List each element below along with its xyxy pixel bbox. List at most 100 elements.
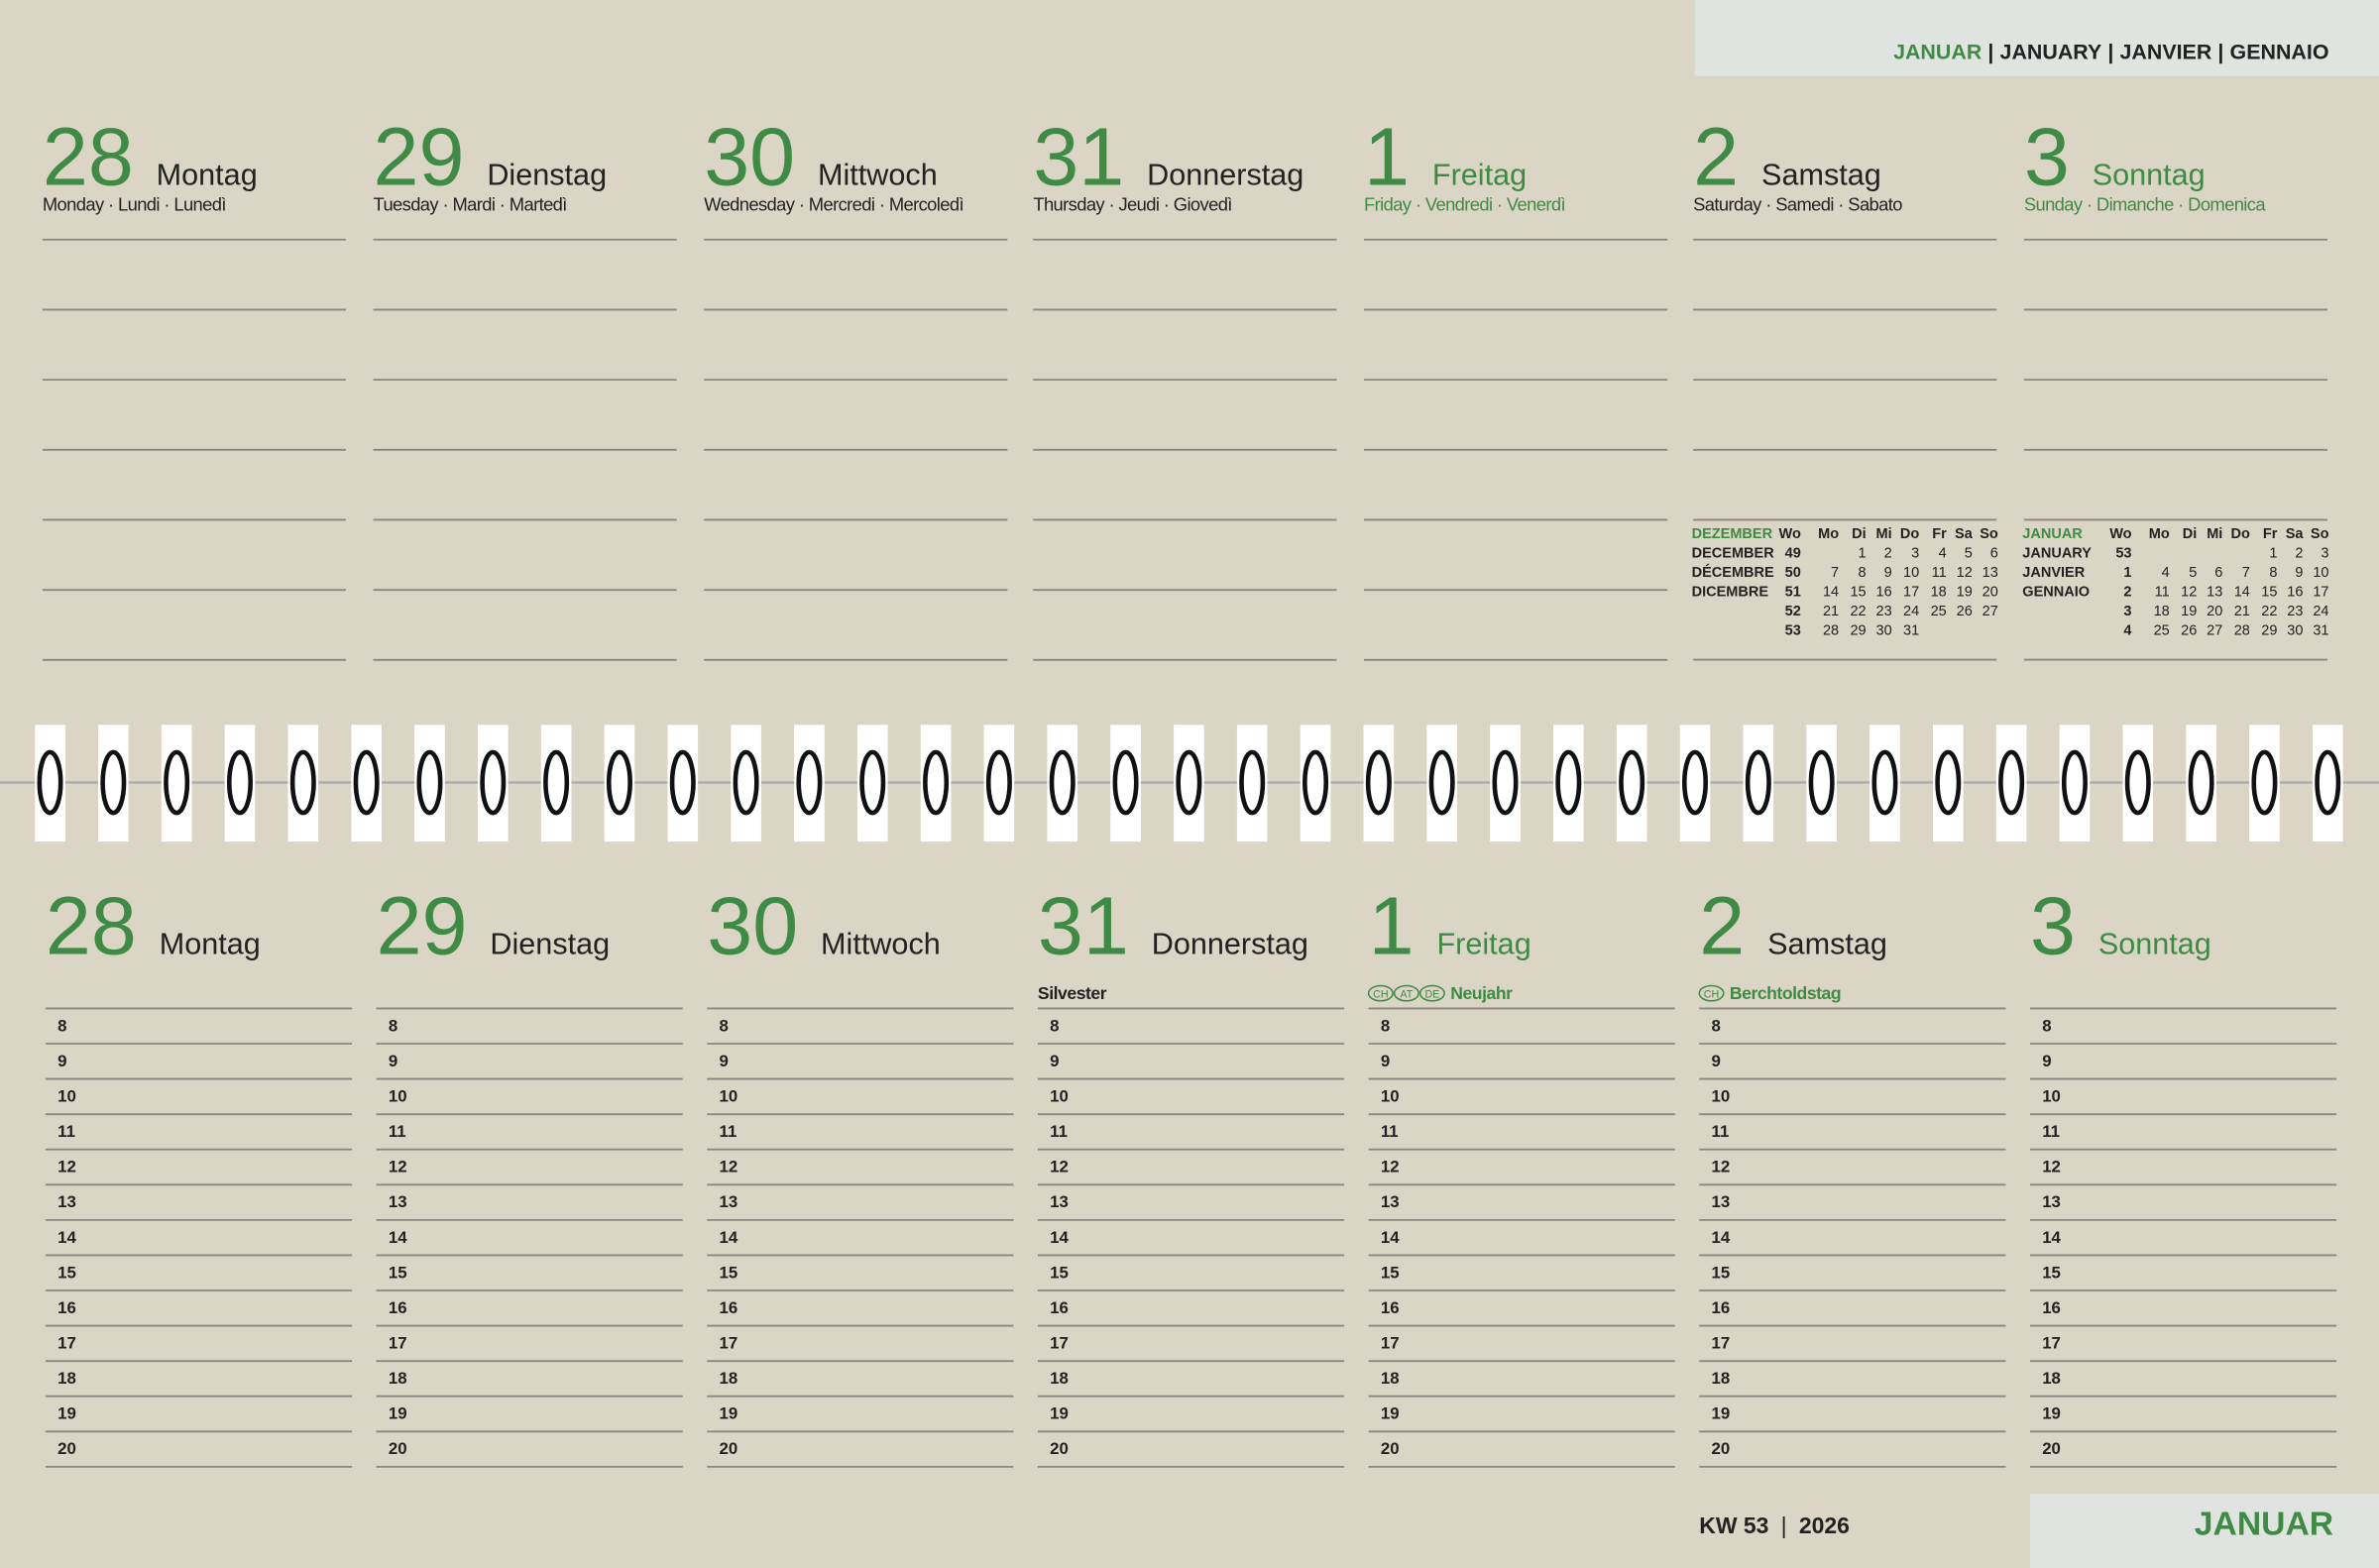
ring [289, 749, 316, 816]
hour-label: 13 [2042, 1192, 2061, 1211]
ring [2124, 749, 2151, 816]
mini-cell: 23 [1876, 604, 1892, 619]
hour-label: 11 [1050, 1122, 1068, 1141]
ring [1935, 749, 1962, 816]
day-number: 30 [704, 111, 795, 203]
mini-cell: 1 [1859, 546, 1867, 562]
mini-cell: 26 [1957, 604, 1973, 619]
hour-label: 16 [2042, 1298, 2061, 1317]
hour-label: 11 [57, 1122, 75, 1141]
mini-cell: 11 [1932, 565, 1947, 581]
mini-cell: 23 [2287, 604, 2303, 619]
day-number: 3 [2030, 879, 2076, 971]
ring [2061, 749, 2088, 816]
ring [923, 749, 950, 816]
day-number: 29 [374, 111, 465, 203]
week: KW 53 [1699, 1512, 1768, 1538]
mini-cell: 7 [2242, 565, 2250, 581]
mini-month: DÉCEMBRE [1692, 564, 1774, 581]
hour-label: 16 [720, 1298, 738, 1317]
mini-cell: 52 [1785, 604, 1801, 619]
hour-label: 20 [1381, 1439, 1400, 1458]
day-name: Freitag [1432, 159, 1527, 192]
hour-label: 10 [389, 1087, 407, 1106]
hour-label: 15 [1381, 1263, 1400, 1282]
mini-cell: 8 [2269, 565, 2277, 581]
mini-cell: 25 [2154, 622, 2170, 638]
hour-label: 9 [2042, 1052, 2051, 1070]
mini-cell: 20 [2207, 604, 2222, 619]
hour-label: 20 [2042, 1439, 2061, 1458]
hour-label: 17 [1381, 1334, 1400, 1353]
day-name: Montag [160, 927, 261, 960]
mini-cell: 10 [1903, 565, 1919, 581]
mini-month: DECEMBER [1692, 546, 1775, 562]
day-name: Donnerstag [1147, 159, 1303, 192]
mini-cell: 53 [1785, 622, 1801, 638]
day-number: 31 [1033, 111, 1124, 203]
ring [1112, 749, 1139, 816]
hour-label: 13 [1712, 1192, 1731, 1211]
day-name: Mittwoch [818, 159, 938, 192]
mini-cell: 16 [2287, 584, 2303, 600]
hour-label: 19 [389, 1404, 407, 1423]
ring [669, 749, 696, 816]
mini-cell: 31 [1903, 622, 1919, 638]
mini-cell: 8 [1859, 565, 1867, 581]
separator: | [1987, 41, 1993, 64]
ring [37, 749, 63, 816]
mini-cell: 13 [2207, 584, 2222, 600]
mini-cell: 18 [1931, 584, 1947, 600]
mini-cell: 17 [2313, 584, 2328, 600]
mini-cell: 26 [2181, 622, 2197, 638]
region-badge [1418, 984, 1445, 1002]
mini-cell: 16 [1876, 584, 1892, 600]
hour-label: 13 [389, 1192, 407, 1211]
hour-label: 9 [389, 1052, 397, 1070]
mini-month: DEZEMBER [1692, 526, 1773, 542]
month-header: JANUAR | JANUARY | JANVIER | GENNAIO [1893, 41, 2328, 64]
hour-label: 8 [1712, 1016, 1721, 1035]
mini-cell: 20 [1982, 584, 1998, 600]
mini-header: Mi [2207, 526, 2222, 542]
ring [796, 749, 823, 816]
ring [1745, 749, 1771, 816]
month-name: JANUARY [2000, 41, 2102, 64]
hour-label: 12 [389, 1158, 407, 1176]
mini-header: Do [2231, 526, 2250, 542]
mini-header: Mo [1818, 526, 1839, 542]
mini-header: Fr [1932, 526, 1947, 542]
hour-label: 10 [1712, 1087, 1731, 1106]
mini-cell: 24 [1903, 604, 1919, 619]
ring [733, 749, 759, 816]
mini-cell: 27 [1982, 604, 1998, 619]
mini-cell: 50 [1785, 565, 1801, 581]
mini-cell: 12 [1957, 565, 1973, 581]
hour-label: 16 [389, 1298, 407, 1317]
hour-label: 16 [57, 1298, 76, 1317]
day-number: 3 [2024, 111, 2070, 203]
mini-header: Fr [2263, 526, 2278, 542]
day-name: Sonntag [2093, 159, 2206, 192]
day-name: Sonntag [2098, 927, 2211, 960]
region-badge [1393, 984, 1419, 1002]
hour-label: 15 [720, 1263, 738, 1282]
day-translations: Wednesday · Mercredi · Mercoledì [704, 194, 963, 215]
mini-cell: 18 [2154, 604, 2170, 619]
hour-label: 14 [2042, 1228, 2061, 1247]
hour-label: 15 [57, 1263, 76, 1282]
mini-header: Sa [1955, 526, 1974, 542]
ring [2315, 749, 2341, 816]
hour-label: 20 [1712, 1439, 1731, 1458]
hour-label: 13 [57, 1192, 76, 1211]
mini-header: Sa [2286, 526, 2305, 542]
separator: | [2217, 41, 2223, 64]
region-badge [1698, 984, 1725, 1002]
hour-label: 12 [2042, 1158, 2061, 1176]
mini-cell: 3 [1911, 546, 1919, 562]
ring [859, 749, 886, 816]
mini-cell: 6 [1990, 546, 1998, 562]
hour-label: 15 [389, 1263, 407, 1282]
month-name: JANVIER [2120, 41, 2212, 64]
ring [1176, 749, 1202, 816]
